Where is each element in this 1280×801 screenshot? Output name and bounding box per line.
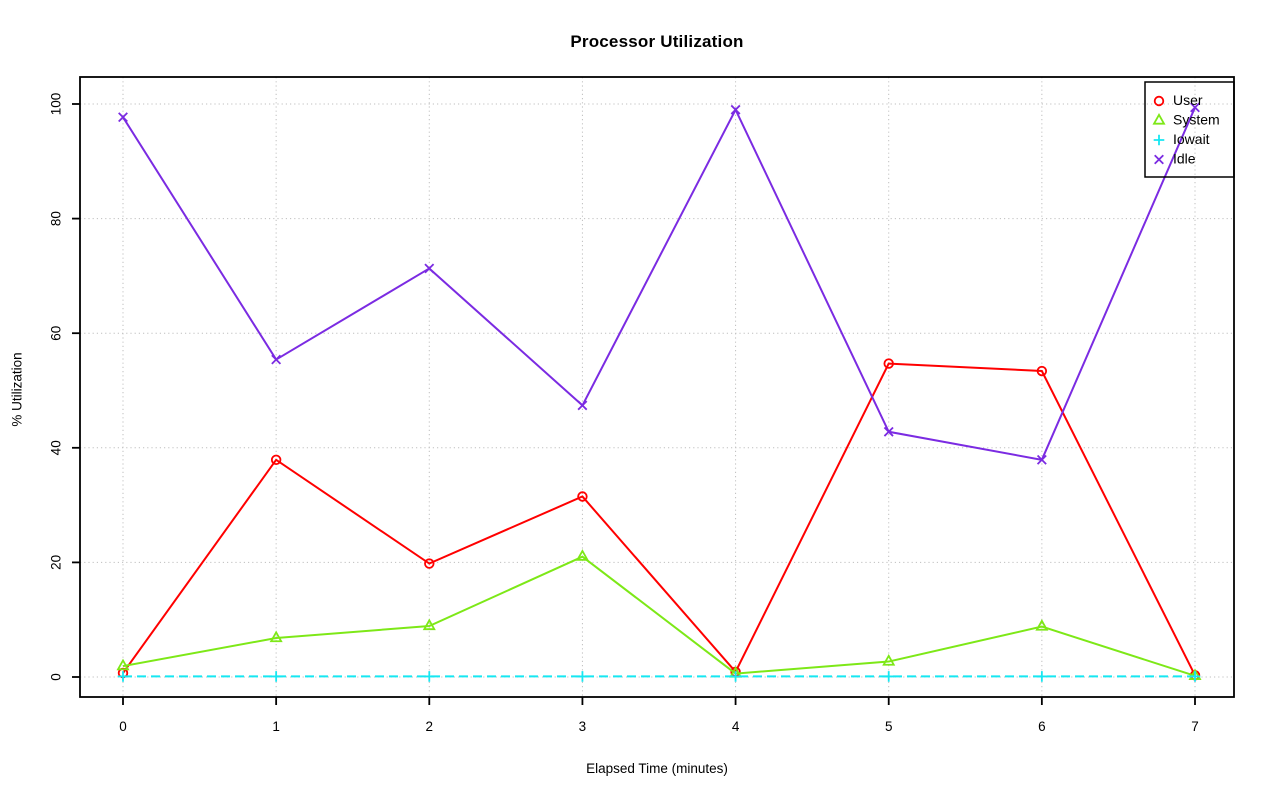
y-tick-label: 60	[49, 326, 64, 341]
y-tick-label: 0	[49, 673, 64, 681]
y-tick-label: 20	[49, 555, 64, 570]
circle-marker	[883, 358, 894, 369]
x-tick-label: 5	[885, 719, 893, 734]
legend-label-idle: Idle	[1173, 151, 1196, 167]
legend-label-user: User	[1173, 92, 1203, 108]
triangle-marker	[269, 630, 283, 643]
legend: User System Iowait Idle	[1144, 81, 1235, 178]
x-marker	[730, 104, 741, 115]
series-idle	[118, 102, 1200, 465]
triangle-marker	[575, 549, 589, 561]
legend-label-iowait: Iowait	[1173, 131, 1210, 147]
x-marker	[1036, 454, 1047, 465]
series-system	[116, 549, 1202, 680]
triangle-marker	[1152, 112, 1166, 125]
y-tick-label: 100	[49, 93, 64, 116]
triangle-marker	[1035, 619, 1049, 631]
x-tick-label: 1	[272, 719, 280, 734]
plus-marker	[117, 671, 129, 682]
plus-marker	[577, 671, 588, 682]
x-marker	[424, 263, 435, 274]
plus-marker	[1036, 671, 1048, 682]
x-marker	[271, 354, 282, 365]
series-line-system	[122, 555, 1196, 677]
y-tick-label: 40	[49, 440, 64, 455]
plus-marker	[883, 671, 895, 682]
chart-title: Processor Utilization	[570, 32, 744, 51]
legend-label-system: System	[1173, 112, 1220, 128]
circle-marker	[577, 491, 588, 502]
triangle-marker	[422, 618, 436, 631]
circle-marker	[270, 454, 282, 466]
x-marker	[577, 400, 588, 411]
x-axis-label: Elapsed Time (minutes)	[586, 761, 728, 776]
plus-marker	[1189, 671, 1201, 682]
series-user	[117, 358, 1201, 681]
x-tick-label: 0	[119, 719, 127, 734]
triangle-marker	[882, 653, 896, 666]
axes: 0 1 2 3 4 5 6 7 0 20 40 60 80 100	[49, 93, 1199, 734]
x-tick-label: 4	[732, 719, 740, 734]
x-tick-label: 2	[426, 719, 434, 734]
grid	[80, 77, 1234, 697]
plus-marker	[1153, 134, 1165, 146]
plus-marker	[730, 671, 741, 682]
x-marker	[118, 112, 128, 123]
series-line-user	[122, 362, 1196, 676]
x-tick-label: 7	[1191, 719, 1199, 734]
legend-box	[1144, 81, 1235, 178]
triangle-marker	[116, 658, 130, 671]
x-marker	[1190, 102, 1200, 113]
y-tick-label: 80	[49, 211, 64, 226]
x-tick-label: 6	[1038, 719, 1046, 734]
series-line-idle	[122, 107, 1196, 461]
x-marker	[883, 426, 894, 437]
series-iowait	[117, 671, 1201, 682]
x-marker	[1154, 154, 1164, 165]
plot-border	[79, 76, 1235, 698]
circle-marker	[1036, 365, 1048, 377]
plus-marker	[270, 671, 282, 682]
x-tick-label: 3	[579, 719, 587, 734]
circle-marker	[1153, 95, 1165, 107]
circle-marker	[424, 558, 435, 569]
plus-marker	[423, 671, 435, 682]
